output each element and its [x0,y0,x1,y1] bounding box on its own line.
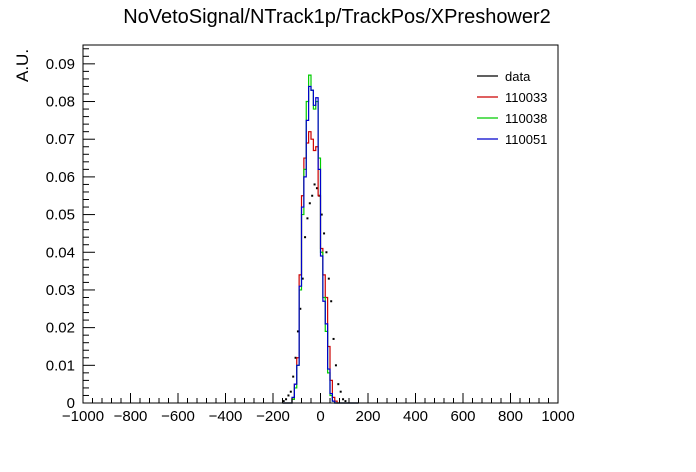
data-point [313,183,316,186]
y-tick-label: 0.04 [46,244,75,261]
data-point [330,300,333,303]
y-tick-label: 0.08 [46,94,75,111]
data-point [323,232,326,235]
y-axis-label: A.U. [13,49,32,82]
data-point [311,194,314,197]
data-point [320,213,323,216]
x-tick-label: −1000 [62,408,104,425]
axes: −1000 −800 −600 −400 −200 0 200 400 600 800 1000 0 0… [46,48,575,425]
legend-label-110033: 110033 [505,90,547,105]
legend-label-110038: 110038 [505,111,547,126]
x-tick-label: −600 [161,408,195,425]
y-tick-label: 0.09 [46,56,75,73]
data-point [332,337,335,340]
y-tick-label: 0.05 [46,207,75,224]
data-point [304,236,307,239]
data-point [287,394,290,397]
legend: data 110033 110038 110051 [477,69,547,147]
x-tick-label: −800 [114,408,148,425]
x-tick-label: 400 [403,408,428,425]
data-point [292,375,295,378]
data-point [344,400,347,403]
x-tick-label: −200 [256,408,290,425]
legend-label-110051: 110051 [505,132,547,147]
data-point [282,400,285,403]
y-tick-label: 0.06 [46,169,75,186]
plot-area [282,74,359,404]
y-tick-label: 0.01 [46,357,75,374]
x-tick-label: 800 [498,408,523,425]
y-tick-label: 0.07 [46,131,75,148]
legend-label-data: data [505,69,531,84]
data-point [301,277,304,280]
data-point [325,251,328,254]
data-point [306,217,309,220]
y-tick-label: 0.02 [46,320,75,337]
x-tick-label: 1000 [541,408,574,425]
y-tick-label: 0.03 [46,282,75,299]
data-point [327,277,330,280]
data-point [289,390,292,393]
data-point [315,187,318,190]
data-point [294,356,297,359]
data-point [285,398,288,401]
data-point [337,383,340,386]
x-tick-label: 600 [450,408,475,425]
x-tick-label: 0 [316,408,324,425]
data-point [342,398,345,401]
chart-title: NoVetoSignal/NTrack1p/TrackPos/XPreshowe… [123,6,551,28]
data-point [296,330,299,333]
data-point [334,364,337,367]
data-point [308,202,311,205]
x-tick-label: 200 [355,408,380,425]
x-tick-label: −400 [209,408,243,425]
data-point [299,307,302,310]
data-point [339,390,342,393]
series-110051-line [282,85,359,404]
y-tick-label: 0 [67,395,75,412]
